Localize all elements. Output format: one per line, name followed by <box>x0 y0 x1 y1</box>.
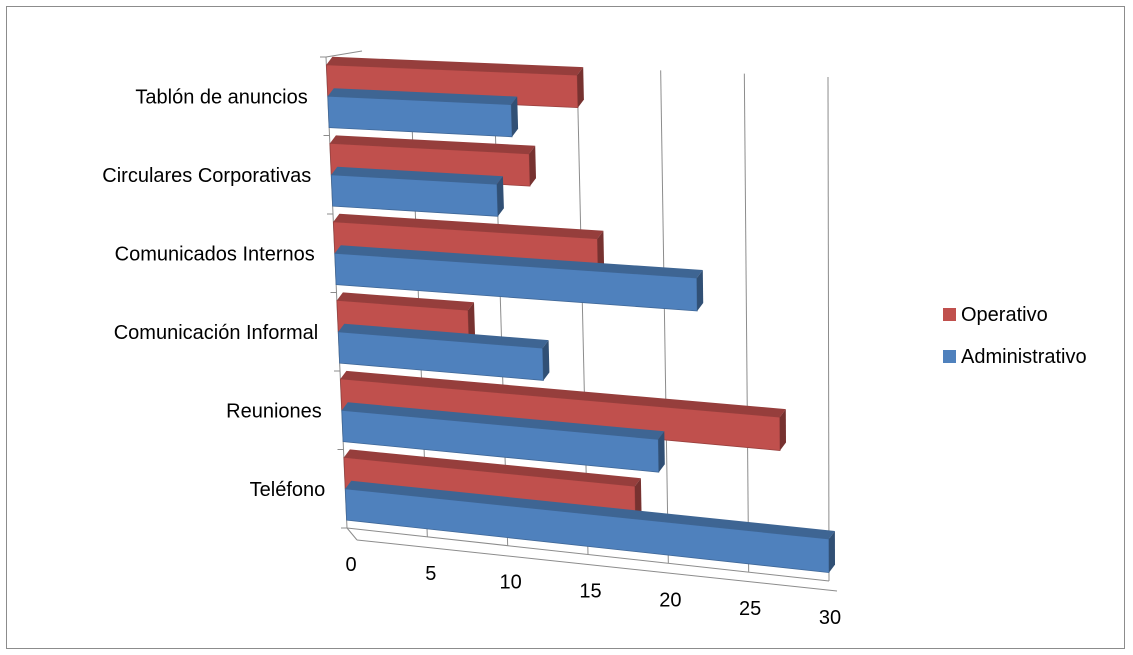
category-label-1: Reuniones <box>226 400 322 422</box>
bar-end-operativo-0 <box>634 478 642 519</box>
legend-swatch-operativo <box>943 308 956 321</box>
bar-top-administrativo-1 <box>341 402 665 440</box>
x-tick-label-20: 20 <box>659 589 681 611</box>
bar-top-operativo-0 <box>343 449 641 487</box>
bar-top-administrativo-2 <box>338 323 549 349</box>
x-tick-label-15: 15 <box>579 581 601 603</box>
x-tick-label-0: 0 <box>345 554 356 576</box>
bar-top-administrativo-5 <box>327 88 518 105</box>
bar-end-administrativo-4 <box>496 176 504 217</box>
category-label-2: Comunicación Informal <box>114 322 319 344</box>
bar-end-operativo-1 <box>779 409 786 451</box>
bar-top-operativo-2 <box>336 292 474 311</box>
bar-top-operativo-5 <box>326 56 584 76</box>
bar-top-administrativo-0 <box>345 480 835 539</box>
x-tick-label-10: 10 <box>500 572 522 594</box>
category-labels: Teléfono Reuniones Comunicación Informal Co… <box>102 86 325 501</box>
legend-swatch-administrativo <box>943 350 956 363</box>
gridline-25 <box>743 73 750 573</box>
bar-end-operativo-4 <box>529 145 536 187</box>
x-tick-label-30: 30 <box>819 607 841 629</box>
chart-plot: Teléfono Reuniones Comunicación Informal Co… <box>102 50 1087 629</box>
bars <box>325 56 835 574</box>
legend-label-administrativo: Administrativo <box>961 346 1087 368</box>
axes <box>320 50 838 592</box>
bar-end-administrativo-2 <box>542 340 550 381</box>
legend: Operativo Administrativo <box>943 304 1087 368</box>
axis-top-edge <box>325 50 363 58</box>
x-axis-front-edge <box>356 539 838 592</box>
x-axis-line <box>346 527 830 582</box>
x-tick-labels: 0 5 10 15 20 25 30 <box>345 554 841 629</box>
bar-top-administrativo-4 <box>331 166 503 185</box>
bar-end-administrativo-5 <box>511 96 519 137</box>
bar-top-operativo-3 <box>333 213 604 239</box>
axis-corner-edge <box>346 527 358 541</box>
bar-top-administrativo-3 <box>334 245 703 278</box>
category-label-3: Comunicados Internos <box>115 243 315 265</box>
x-tick-label-25: 25 <box>739 598 761 620</box>
gridline-30 <box>827 76 830 582</box>
category-label-0: Teléfono <box>250 479 326 501</box>
bar-end-administrativo-1 <box>658 431 665 473</box>
category-label-5: Tablón de anuncios <box>135 86 307 108</box>
bar-top-operativo-4 <box>329 135 536 154</box>
bar-top-operativo-1 <box>340 370 786 418</box>
bar-end-operativo-2 <box>468 302 475 343</box>
bar-end-operativo-3 <box>597 230 604 272</box>
chart-frame: Teléfono Reuniones Comunicación Informal Co… <box>6 6 1125 649</box>
category-label-4: Circulares Corporativas <box>102 165 311 187</box>
x-tick-label-5: 5 <box>425 563 436 585</box>
bar-end-administrativo-0 <box>828 531 835 573</box>
gridline-20 <box>660 70 669 564</box>
legend-label-operativo: Operativo <box>961 304 1048 326</box>
bar-end-administrativo-3 <box>696 270 704 311</box>
bar-end-operativo-5 <box>577 67 584 108</box>
